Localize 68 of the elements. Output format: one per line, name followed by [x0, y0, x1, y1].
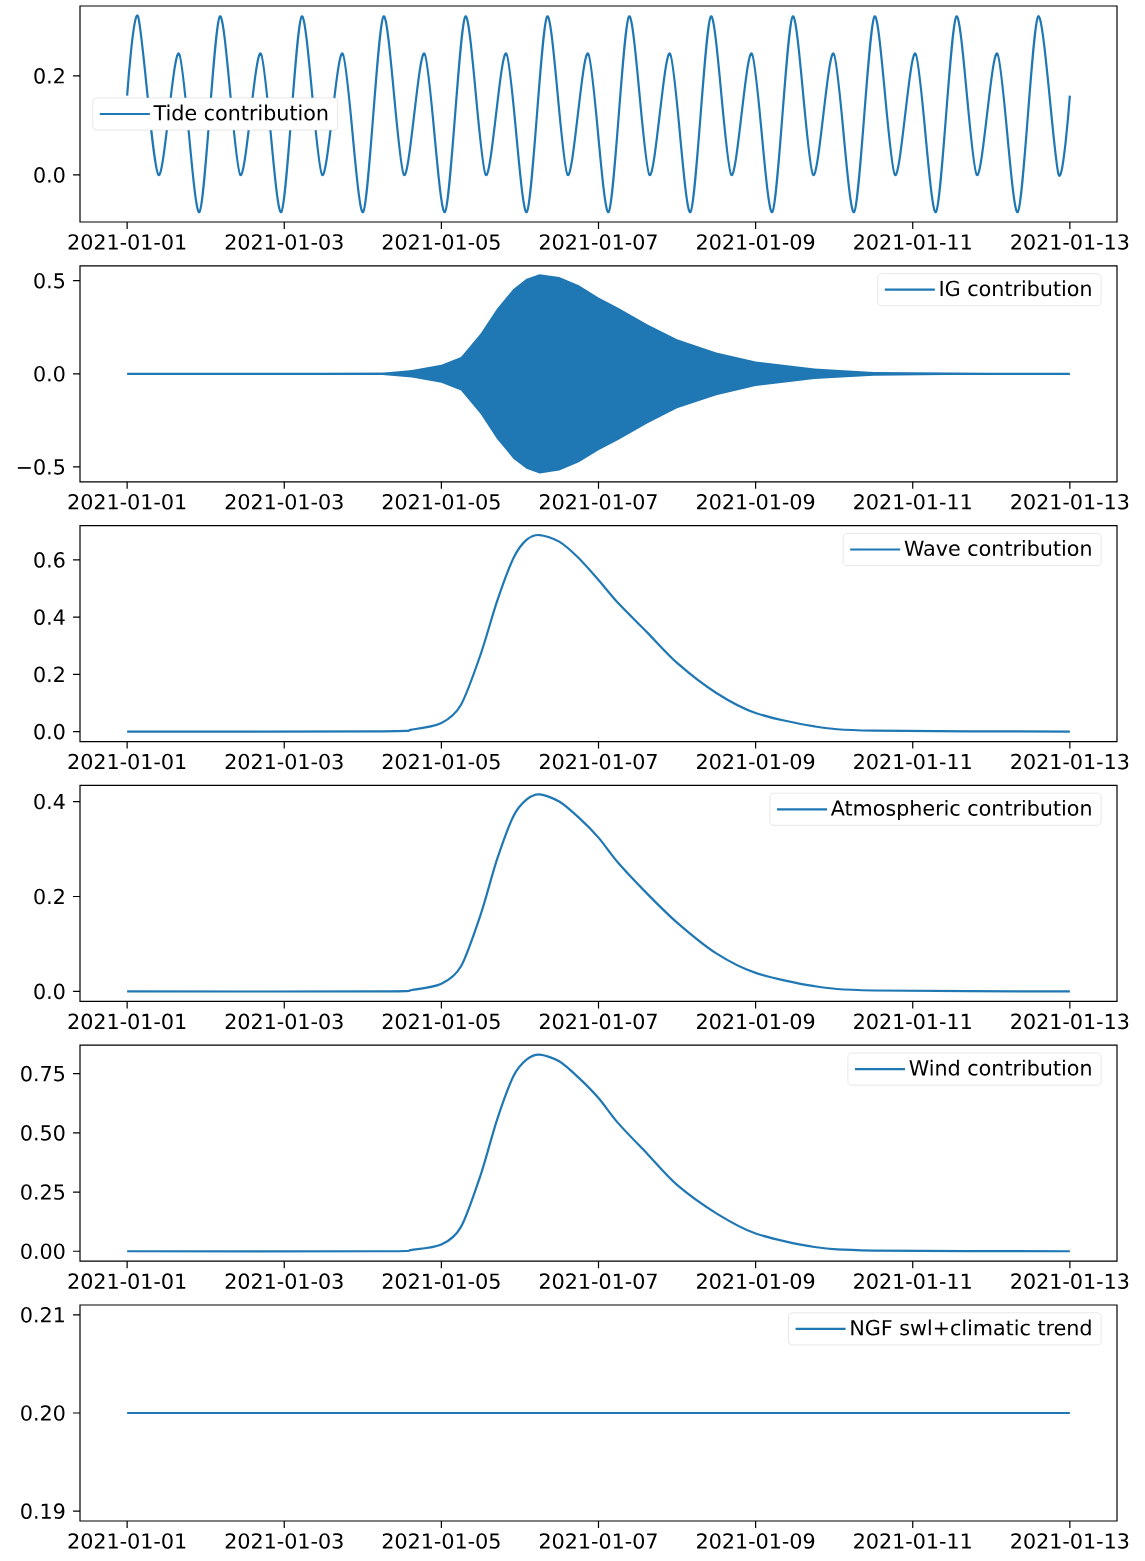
x-tick-label: 2021-01-01	[68, 493, 186, 510]
x-tick-label: 2021-01-09	[697, 234, 815, 250]
x-tick-label: 2021-01-05	[382, 1273, 500, 1289]
x-tick-label: 2021-01-11	[854, 1273, 971, 1289]
x-tick-label: 2021-01-03	[225, 1533, 343, 1549]
legend-label: Wave contribution	[904, 540, 1091, 557]
x-tick-label: 2021-01-07	[539, 234, 657, 250]
y-tick-label: 0.2	[34, 666, 64, 683]
x-tick-label: 2021-01-07	[539, 753, 657, 770]
y-tick-label: 0.19	[21, 1503, 65, 1519]
x-tick-label: 2021-01-13	[1011, 1273, 1129, 1289]
x-tick-label: 2021-01-09	[697, 753, 815, 770]
y-tick-label: 0.00	[21, 1243, 65, 1260]
x-tick-label: 2021-01-03	[225, 1273, 343, 1289]
x-tick-label: 2021-01-11	[854, 234, 971, 250]
y-tick-label: 0.25	[21, 1184, 65, 1200]
y-tick-label: 0.0	[34, 167, 65, 183]
y-tick-label: 0.21	[21, 1307, 64, 1323]
x-tick-label: 2021-01-13	[1011, 234, 1129, 250]
x-tick-label: 2021-01-05	[382, 1013, 500, 1030]
y-tick-label: 0.50	[21, 1125, 65, 1141]
x-tick-label: 2021-01-03	[225, 234, 343, 250]
x-tick-label: 2021-01-11	[854, 1533, 971, 1549]
x-tick-label: 2021-01-09	[697, 1533, 815, 1549]
x-tick-label: 2021-01-09	[697, 493, 815, 510]
x-tick-label: 2021-01-01	[68, 1013, 186, 1030]
line-series	[126, 15, 1071, 214]
x-tick-label: 2021-01-03	[225, 493, 343, 510]
x-tick-label: 2021-01-07	[539, 1273, 657, 1289]
x-tick-label: 2021-01-03	[225, 1013, 343, 1030]
x-tick-label: 2021-01-03	[225, 753, 343, 770]
y-tick-label: −0.5	[17, 459, 65, 475]
x-tick-label: 2021-01-11	[854, 493, 971, 510]
x-tick-label: 2021-01-13	[1011, 493, 1129, 510]
x-tick-label: 2021-01-11	[854, 1013, 971, 1030]
x-tick-label: 2021-01-05	[382, 753, 500, 770]
y-tick-label: 0.4	[34, 793, 65, 810]
legend-label: Wind contribution	[909, 1059, 1091, 1076]
y-tick-label: 0.5	[34, 272, 65, 289]
legend-label: Tide contribution	[153, 104, 328, 121]
x-tick-label: 2021-01-13	[1011, 753, 1129, 770]
x-tick-label: 2021-01-07	[539, 1013, 657, 1030]
y-tick-label: 0.0	[34, 983, 65, 1000]
x-tick-label: 2021-01-09	[697, 1013, 815, 1030]
x-tick-label: 2021-01-11	[854, 753, 971, 770]
x-tick-label: 2021-01-01	[68, 1533, 186, 1549]
x-tick-label: 2021-01-01	[68, 234, 186, 250]
y-tick-label: 0.20	[21, 1405, 65, 1421]
y-tick-label: 0.4	[34, 609, 65, 625]
y-tick-label: 0.6	[34, 552, 65, 568]
y-tick-label: 0.0	[34, 723, 65, 740]
legend-label: NGF swl+climatic trend	[851, 1319, 1091, 1336]
x-tick-label: 2021-01-13	[1011, 1533, 1129, 1549]
x-tick-label: 2021-01-01	[68, 1273, 186, 1289]
y-tick-label: 0.0	[34, 365, 65, 382]
x-tick-label: 2021-01-05	[382, 493, 500, 510]
x-tick-label: 2021-01-05	[382, 1533, 500, 1549]
x-tick-label: 2021-01-01	[68, 753, 186, 770]
legend-label: IG contribution	[940, 280, 1091, 297]
y-tick-label: 0.2	[34, 888, 64, 905]
y-tick-label: 0.2	[34, 68, 64, 84]
legend-label: Atmospheric contribution	[830, 799, 1091, 820]
y-tick-label: 0.75	[21, 1065, 65, 1082]
x-tick-label: 2021-01-05	[382, 234, 500, 250]
x-tick-label: 2021-01-07	[539, 493, 657, 510]
x-tick-label: 2021-01-13	[1011, 1013, 1129, 1030]
x-tick-label: 2021-01-09	[697, 1273, 815, 1289]
x-tick-label: 2021-01-07	[539, 1533, 657, 1549]
